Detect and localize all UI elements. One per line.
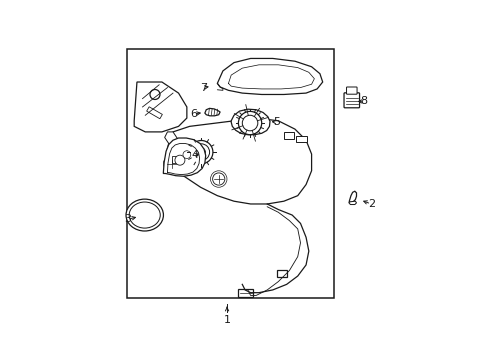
Circle shape xyxy=(150,90,160,99)
Text: 4: 4 xyxy=(191,150,198,161)
Circle shape xyxy=(165,158,177,170)
Circle shape xyxy=(175,155,184,165)
Circle shape xyxy=(197,148,205,156)
Bar xyxy=(146,107,162,119)
Ellipse shape xyxy=(129,202,160,228)
Polygon shape xyxy=(348,201,356,204)
Circle shape xyxy=(183,151,190,158)
Text: 5: 5 xyxy=(273,117,280,127)
Polygon shape xyxy=(348,191,356,203)
Circle shape xyxy=(193,144,209,161)
Bar xyxy=(238,288,253,297)
Polygon shape xyxy=(259,118,266,125)
Text: 1: 1 xyxy=(223,315,230,325)
Text: 2: 2 xyxy=(367,199,374,209)
Text: 8: 8 xyxy=(360,96,367,107)
Polygon shape xyxy=(217,58,322,94)
Text: 7: 7 xyxy=(200,82,207,93)
Circle shape xyxy=(212,173,224,185)
Bar xyxy=(171,156,177,163)
Ellipse shape xyxy=(126,199,163,231)
Circle shape xyxy=(238,111,261,135)
Bar xyxy=(127,49,333,298)
FancyBboxPatch shape xyxy=(344,93,359,108)
Polygon shape xyxy=(231,109,269,135)
Bar xyxy=(276,270,287,278)
Polygon shape xyxy=(164,132,183,154)
Polygon shape xyxy=(204,108,220,116)
Polygon shape xyxy=(163,138,205,176)
FancyBboxPatch shape xyxy=(346,87,356,94)
Text: 3: 3 xyxy=(124,214,131,224)
Polygon shape xyxy=(167,118,311,204)
Text: 6: 6 xyxy=(190,109,197,119)
Bar xyxy=(296,135,306,141)
Polygon shape xyxy=(134,82,186,132)
Circle shape xyxy=(242,115,257,131)
Bar xyxy=(284,132,294,139)
Circle shape xyxy=(189,140,212,164)
